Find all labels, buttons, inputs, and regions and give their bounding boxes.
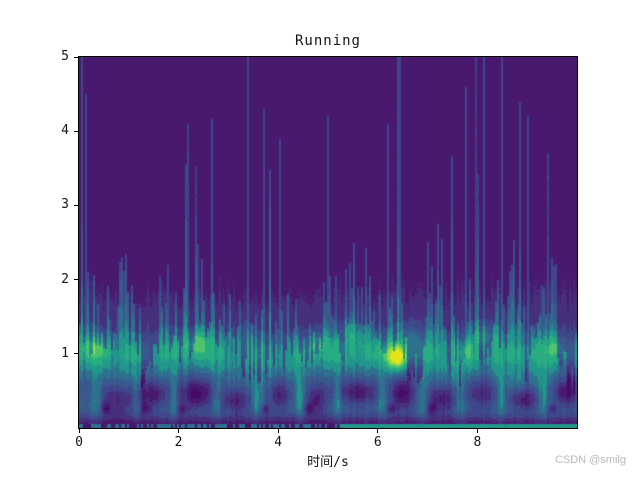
y-tick-mark xyxy=(74,279,78,281)
y-tick-mark xyxy=(74,353,78,355)
chart-title: Running xyxy=(294,33,361,49)
x-tick-label: 2 xyxy=(174,435,183,450)
y-tick-mark xyxy=(74,204,78,206)
x-tick-label: 6 xyxy=(373,435,382,450)
y-tick-label: 4 xyxy=(61,123,69,139)
watermark: CSDN @smilg xyxy=(554,454,626,466)
x-tick-label: 0 xyxy=(75,435,83,450)
x-tick-mark xyxy=(377,429,379,433)
spectrogram-canvas xyxy=(79,57,577,428)
x-tick-mark xyxy=(78,429,80,433)
x-tick-label: 8 xyxy=(473,435,482,450)
y-tick-mark xyxy=(74,56,78,58)
y-tick-label: 2 xyxy=(61,271,69,287)
x-tick-mark xyxy=(277,429,279,433)
x-axis-label: 时间/s xyxy=(307,455,349,470)
y-tick-label: 1 xyxy=(61,345,69,361)
x-tick-mark xyxy=(178,429,180,433)
y-tick-label: 3 xyxy=(61,197,69,213)
x-tick-label: 4 xyxy=(274,435,283,450)
y-tick-label: 5 xyxy=(61,49,69,64)
y-tick-mark xyxy=(74,130,78,132)
x-tick-mark xyxy=(476,429,478,433)
